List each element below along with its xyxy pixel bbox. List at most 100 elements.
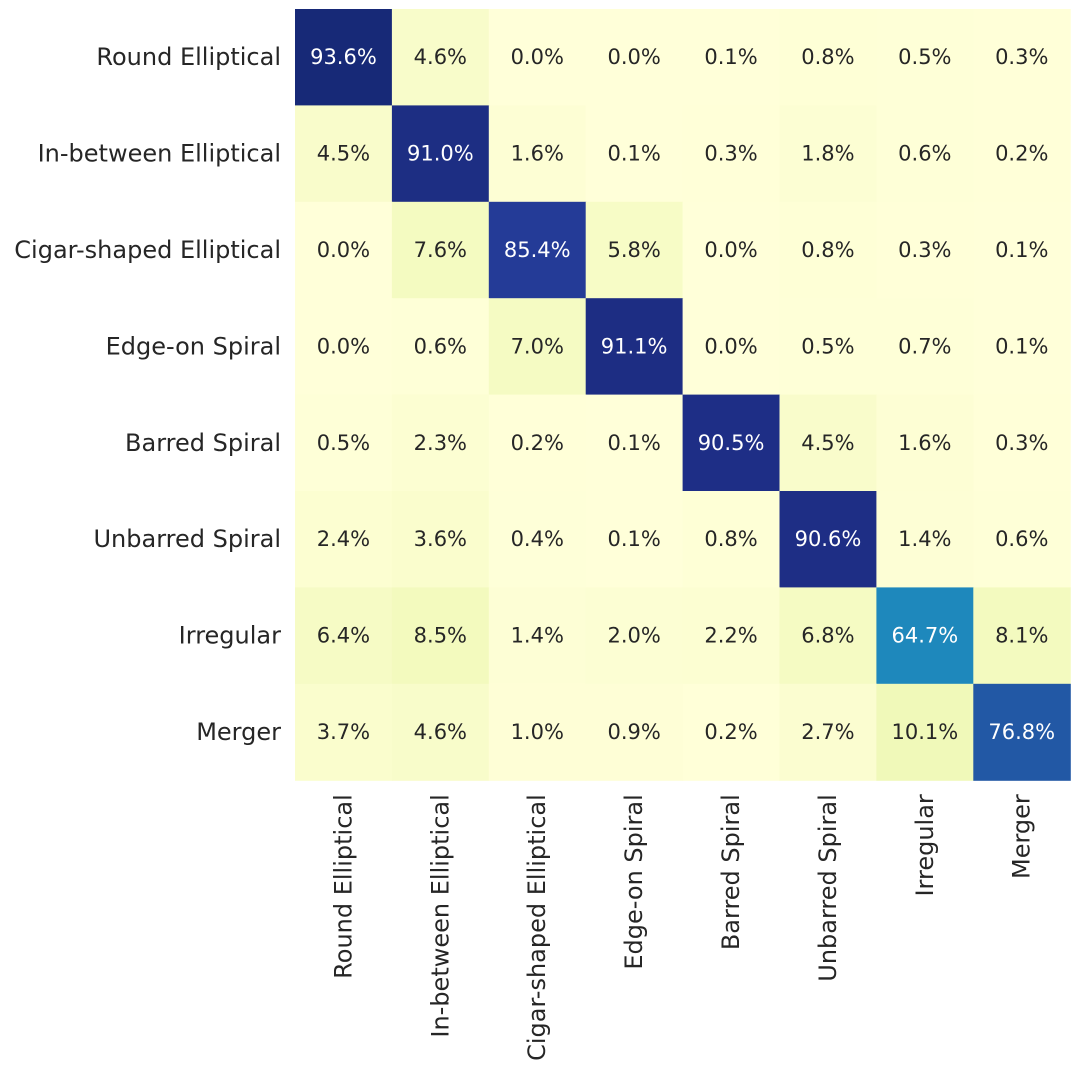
cell-value-label-r4-c2: 0.2% <box>511 431 564 455</box>
heatmap-cell-r2-c6 <box>876 201 974 299</box>
heatmap-cell-r4-c3 <box>585 394 684 492</box>
cell-value-label-r4-c6: 1.6% <box>898 431 951 455</box>
x-tick-label-irregular: Irregular <box>911 794 939 896</box>
cell-value-label-r1-c6: 0.6% <box>898 142 951 166</box>
cell-value-label-r4-c7: 0.3% <box>995 431 1048 455</box>
cell-value-label-r6-c6: 64.7% <box>891 624 958 648</box>
heatmap-cell-r6-c2 <box>488 587 587 685</box>
y-tick-label-merger: Merger <box>196 718 281 746</box>
heatmap-cell-r7-c1 <box>391 683 490 781</box>
heatmap-cell-r0-c5 <box>779 9 877 106</box>
cell-value-label-r1-c4: 0.3% <box>704 142 757 166</box>
cell-value-label-r4-c4: 90.5% <box>698 431 765 455</box>
heatmap-cell-r2-c0 <box>295 201 393 299</box>
cell-value-label-r2-c0: 0.0% <box>317 238 370 262</box>
heatmap-cell-r0-c2 <box>488 9 587 106</box>
heatmap-cell-r3-c4 <box>682 298 781 396</box>
cell-value-label-r7-c7: 76.8% <box>988 720 1055 744</box>
heatmap-cell-r5-c0 <box>295 491 393 588</box>
cell-value-label-r6-c5: 6.8% <box>801 624 854 648</box>
cell-value-label-r7-c5: 2.7% <box>801 720 854 744</box>
cell-value-label-r0-c3: 0.0% <box>607 45 660 69</box>
cell-value-label-r5-c7: 0.6% <box>995 527 1048 551</box>
cell-value-label-r3-c3: 91.1% <box>601 334 668 358</box>
heatmap-cell-r6-c6 <box>876 587 974 685</box>
heatmap-cell-r1-c2 <box>488 105 587 203</box>
cell-value-label-r5-c1: 3.6% <box>414 527 467 551</box>
heatmap-cell-r4-c6 <box>876 394 974 492</box>
heatmap-cell-r7-c4 <box>682 683 781 781</box>
cell-value-label-r3-c7: 0.1% <box>995 334 1048 358</box>
heatmap-cell-r6-c7 <box>973 587 1071 685</box>
cell-value-label-r1-c3: 0.1% <box>607 142 660 166</box>
heatmap-cell-r5-c7 <box>973 491 1071 588</box>
cell-value-label-r4-c3: 0.1% <box>607 431 660 455</box>
cell-value-label-r1-c5: 1.8% <box>801 142 854 166</box>
heatmap-cell-r7-c2 <box>488 683 587 781</box>
heatmap-cell-r6-c4 <box>682 587 781 685</box>
x-tick-label-merger: Merger <box>1008 794 1036 879</box>
heatmap-cell-r7-c3 <box>585 683 684 781</box>
heatmap-cell-r6-c5 <box>779 587 877 685</box>
cell-value-label-r2-c3: 5.8% <box>607 238 660 262</box>
heatmap-cell-r6-c1 <box>391 587 490 685</box>
heatmap-cell-r5-c1 <box>391 491 490 588</box>
heatmap-cell-r3-c5 <box>779 298 877 396</box>
x-tick-label-unbarred-spiral: Unbarred Spiral <box>814 794 842 982</box>
heatmap-cell-r1-c6 <box>876 105 974 203</box>
heatmap-cell-r0-c7 <box>973 9 1071 106</box>
heatmap-cell-r3-c0 <box>295 298 393 396</box>
heatmap-cell-r1-c4 <box>682 105 781 203</box>
heatmap-cell-r5-c5 <box>779 491 877 588</box>
heatmap-cell-r4-c5 <box>779 394 877 492</box>
heatmap-cell-r3-c6 <box>876 298 974 396</box>
cell-value-label-r4-c1: 2.3% <box>414 431 467 455</box>
cell-value-label-r5-c3: 0.1% <box>607 527 660 551</box>
heatmap-cell-r0-c4 <box>682 9 781 106</box>
y-tick-label-cigar-shaped-elliptical: Cigar-shaped Elliptical <box>14 236 281 264</box>
heatmap-cell-r6-c0 <box>295 587 393 685</box>
cell-value-label-r0-c6: 0.5% <box>898 45 951 69</box>
cell-value-label-r7-c4: 0.2% <box>704 720 757 744</box>
heatmap-cell-r3-c2 <box>488 298 587 396</box>
heatmap-cell-r3-c7 <box>973 298 1071 396</box>
heatmap-cell-r1-c5 <box>779 105 877 203</box>
cell-value-label-r0-c1: 4.6% <box>414 45 467 69</box>
cell-value-label-r6-c0: 6.4% <box>317 624 370 648</box>
heatmap-cell-r4-c0 <box>295 394 393 492</box>
cell-value-label-r7-c3: 0.9% <box>607 720 660 744</box>
cell-value-label-r7-c0: 3.7% <box>317 720 370 744</box>
cell-value-label-r1-c7: 0.2% <box>995 142 1048 166</box>
cell-value-label-r2-c4: 0.0% <box>704 238 757 262</box>
heatmap-cell-r1-c3 <box>585 105 684 203</box>
cell-value-label-r2-c7: 0.1% <box>995 238 1048 262</box>
cell-value-label-r3-c0: 0.0% <box>317 334 370 358</box>
cell-value-label-r3-c1: 0.6% <box>414 334 467 358</box>
cell-value-label-r4-c0: 0.5% <box>317 431 370 455</box>
col-labels-layer: Round Elliptical In-between Elliptical Cig… <box>329 794 1035 1061</box>
heatmap-cell-r7-c7 <box>973 683 1071 781</box>
x-tick-label-round-elliptical: Round Elliptical <box>329 794 357 979</box>
y-tick-label-edge-on-spiral: Edge-on Spiral <box>106 332 281 360</box>
y-tick-label-in-between-elliptical: In-between Elliptical <box>38 140 281 168</box>
y-tick-label-irregular: Irregular <box>179 622 281 650</box>
heatmap-cell-r0-c1 <box>391 9 490 106</box>
heatmap-cell-r7-c0 <box>295 683 393 781</box>
y-tick-label-barred-spiral: Barred Spiral <box>125 429 281 457</box>
heatmap-cell-r2-c7 <box>973 201 1071 299</box>
cell-value-label-r0-c0: 93.6% <box>310 45 377 69</box>
cell-value-label-r6-c4: 2.2% <box>704 624 757 648</box>
heatmap-cell-r4-c7 <box>973 394 1071 492</box>
cell-value-label-r5-c6: 1.4% <box>898 527 951 551</box>
y-tick-label-round-elliptical: Round Elliptical <box>96 43 281 71</box>
cell-value-label-r0-c4: 0.1% <box>704 45 757 69</box>
x-tick-label-in-between-elliptical: In-between Elliptical <box>426 794 454 1037</box>
heatmap-cell-r6-c3 <box>585 587 684 685</box>
x-tick-label-barred-spiral: Barred Spiral <box>717 794 745 950</box>
cell-value-label-r6-c1: 8.5% <box>414 624 467 648</box>
heatmap-cell-r1-c0 <box>295 105 393 203</box>
cell-value-label-r0-c7: 0.3% <box>995 45 1048 69</box>
cell-value-label-r5-c5: 90.6% <box>795 527 862 551</box>
cell-value-label-r3-c5: 0.5% <box>801 334 854 358</box>
